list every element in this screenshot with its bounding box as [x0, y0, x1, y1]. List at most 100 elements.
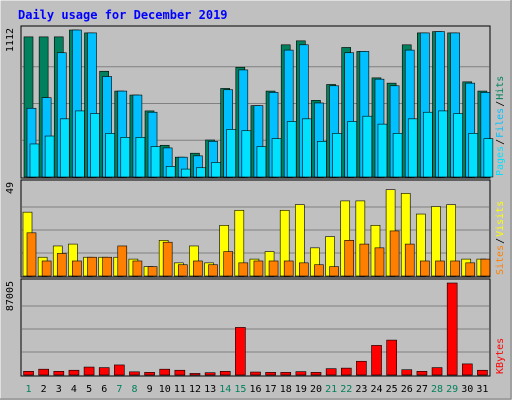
legend-separator-top-0: /: [495, 139, 506, 145]
bar-sites-6: [102, 256, 112, 277]
bar-sites-9: [147, 266, 158, 277]
bar-kbytes-30: [462, 363, 473, 376]
bar-pages-1: [29, 143, 40, 178]
x-label-day-30: 30: [461, 384, 473, 395]
bar-kbytes-8: [129, 371, 140, 376]
bar-pages-19: [302, 118, 312, 178]
x-label-day-18: 18: [280, 384, 292, 395]
bar-sites-2: [41, 260, 52, 277]
x-label-day-8: 8: [131, 384, 137, 395]
chart-panels: 1112 49 87005: [5, 25, 494, 377]
bar-kbytes-27: [416, 370, 428, 376]
bar-pages-12: [196, 167, 206, 178]
bar-pages-31: [483, 138, 494, 178]
bar-kbytes-14: [219, 370, 231, 376]
x-label-day-1: 1: [26, 384, 32, 395]
bar-sites-19: [299, 262, 309, 277]
bar-kbytes-7: [114, 364, 125, 376]
bar-kbytes-12: [189, 373, 201, 376]
bar-kbytes-29: [446, 282, 458, 376]
x-label-day-9: 9: [147, 384, 153, 395]
panel-top: 1112: [5, 25, 494, 179]
bar-kbytes-5: [83, 366, 95, 376]
bar-pages-11: [180, 168, 191, 178]
bar-pages-4: [75, 110, 85, 178]
bar-kbytes-10: [159, 368, 171, 376]
bar-sites-5: [87, 256, 97, 277]
x-label-day-12: 12: [189, 384, 201, 395]
bar-sites-12: [193, 260, 203, 277]
bar-kbytes-4: [68, 369, 80, 376]
bar-kbytes-15: [235, 327, 246, 376]
bar-pages-5: [90, 113, 100, 178]
bar-kbytes-1: [23, 370, 34, 376]
bar-sites-28: [435, 260, 445, 277]
bar-pages-14: [226, 129, 236, 178]
bar-sites-23: [359, 243, 370, 277]
bar-kbytes-11: [174, 369, 186, 376]
bar-pages-13: [211, 162, 221, 178]
bar-pages-29: [453, 113, 463, 178]
bar-kbytes-19: [295, 371, 307, 376]
x-label-day-15: 15: [234, 384, 246, 395]
bar-kbytes-22: [340, 367, 352, 376]
bar-pages-26: [407, 118, 418, 178]
y-axis-max-top: 1112: [5, 28, 16, 52]
bar-kbytes-26: [401, 369, 413, 376]
bar-pages-22: [347, 121, 358, 178]
x-label-day-11: 11: [174, 384, 186, 395]
legend-hits: Hits: [495, 76, 506, 100]
bar-pages-28: [438, 110, 448, 178]
x-label-day-10: 10: [159, 384, 171, 395]
bar-sites-31: [480, 258, 491, 277]
legend-separator-middle-0: /: [495, 238, 506, 244]
legend-separator-top-1: /: [495, 101, 506, 107]
x-label-day-23: 23: [355, 384, 367, 395]
panel-middle: 49: [5, 179, 491, 278]
x-label-day-14: 14: [219, 384, 231, 395]
bar-pages-20: [317, 141, 327, 178]
legend-kbytes: KBytes: [495, 338, 506, 374]
bar-sites-7: [117, 245, 128, 277]
bar-pages-27: [423, 111, 433, 178]
bar-pages-17: [271, 138, 282, 178]
bar-sites-30: [465, 262, 476, 277]
x-label-day-28: 28: [431, 384, 443, 395]
x-label-day-2: 2: [41, 384, 47, 395]
bar-pages-2: [44, 135, 55, 178]
bar-sites-8: [132, 260, 143, 277]
x-label-day-27: 27: [416, 384, 428, 395]
bar-sites-18: [283, 260, 294, 277]
bar-pages-25: [392, 133, 403, 178]
x-label-day-7: 7: [116, 384, 122, 395]
legend-files: Files: [495, 108, 506, 138]
panel-frame-bottom: [20, 278, 491, 377]
bar-kbytes-24: [371, 345, 382, 376]
x-label-day-24: 24: [371, 384, 383, 395]
bar-kbytes-21: [325, 368, 337, 376]
bar-sites-14: [223, 251, 233, 277]
bar-pages-30: [468, 133, 479, 178]
bar-sites-16: [253, 260, 264, 277]
bar-sites-29: [450, 260, 460, 277]
bar-kbytes-9: [144, 372, 155, 376]
y-axis-max-middle: 49: [5, 182, 16, 194]
x-label-day-13: 13: [204, 384, 216, 395]
bar-sites-10: [162, 241, 173, 277]
bar-kbytes-16: [250, 371, 261, 376]
bar-kbytes-3: [53, 370, 65, 376]
bar-kbytes-17: [265, 372, 276, 376]
bar-kbytes-23: [356, 360, 367, 376]
bar-sites-27: [420, 260, 430, 277]
x-label-day-26: 26: [401, 384, 413, 395]
x-label-day-31: 31: [476, 384, 488, 395]
chart-title: Daily usage for December 2019: [18, 8, 228, 22]
bar-pages-24: [377, 123, 388, 178]
bar-sites-26: [404, 243, 415, 277]
y-axis-max-bottom: 87005: [5, 281, 16, 311]
bar-pages-9: [150, 146, 161, 178]
bar-kbytes-31: [477, 369, 488, 376]
